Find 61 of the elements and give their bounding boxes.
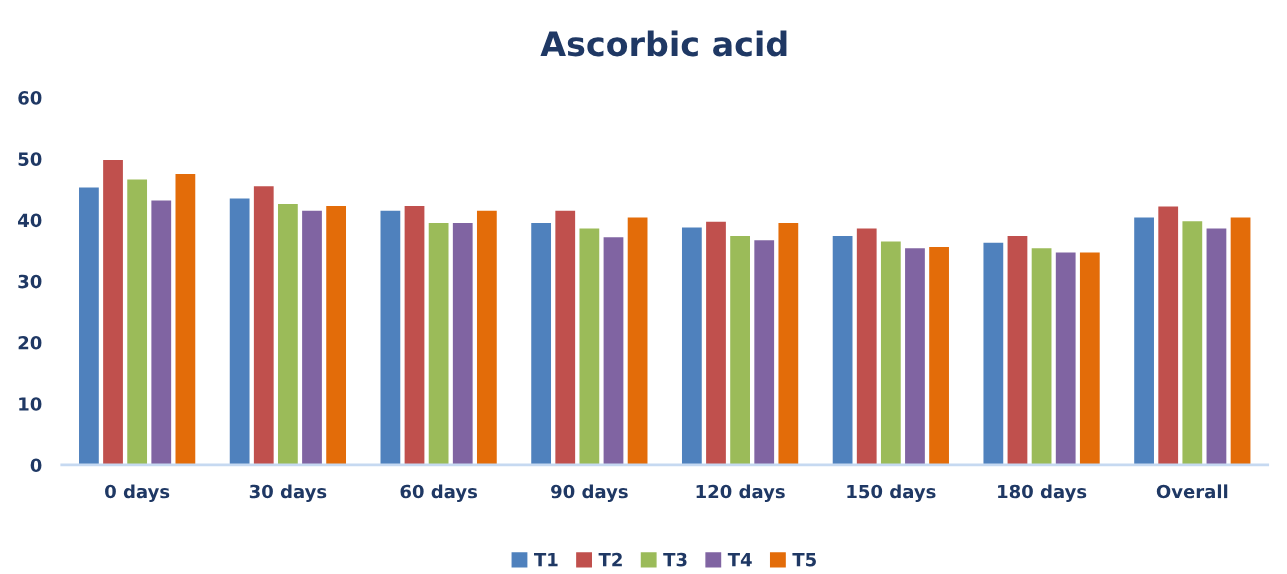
bar (428, 223, 449, 465)
bar (302, 210, 322, 465)
bar (1158, 206, 1179, 465)
bar (730, 235, 750, 465)
y-tick-label: 10 (19, 397, 42, 411)
y-tick-label: 40 (18, 213, 42, 228)
legend-label: T2 (598, 552, 622, 567)
bar (1230, 217, 1251, 465)
x-tick-label: 30 days (249, 484, 327, 502)
chart-title: Ascorbic acid (540, 30, 787, 57)
bar (404, 205, 425, 465)
bar (175, 174, 196, 465)
bar (1007, 235, 1028, 465)
x-tick-label: Overall (1156, 484, 1228, 499)
bar (380, 210, 401, 465)
x-tick-label: 150 days (847, 484, 936, 502)
bar (832, 235, 853, 465)
bar (555, 210, 576, 465)
x-tick-label: 0 days (105, 484, 170, 502)
bar (278, 204, 298, 465)
bar (706, 221, 726, 465)
y-tick-label: 0 (30, 458, 42, 473)
bar (754, 240, 775, 465)
bar (531, 223, 552, 465)
legend-label: T1 (534, 553, 558, 567)
bar (778, 223, 799, 465)
legend-label: T3 (663, 552, 687, 567)
x-tick-label: 120 days (696, 484, 785, 502)
bar (103, 160, 123, 465)
x-tick-label: 90 days (551, 484, 628, 502)
bar (1134, 217, 1154, 465)
bar (856, 228, 877, 465)
legend-label: T4 (727, 553, 752, 567)
bar (880, 241, 901, 465)
bar (603, 237, 624, 465)
bar (476, 210, 497, 465)
bar (627, 217, 648, 465)
bar (253, 186, 274, 465)
bar (1031, 248, 1052, 465)
bar (452, 223, 473, 465)
bar (983, 242, 1004, 465)
bar (229, 198, 250, 465)
bar (1055, 252, 1076, 465)
y-tick-label: 60 (18, 91, 42, 105)
bar (1079, 252, 1100, 465)
legend-label: T5 (792, 553, 816, 567)
bar (151, 200, 172, 465)
x-tick-label: 60 days (400, 484, 478, 502)
bar (79, 187, 99, 465)
bar (579, 228, 600, 465)
bar (1206, 228, 1227, 465)
bar (929, 246, 949, 465)
y-tick-label: 30 (18, 274, 42, 289)
bar (326, 205, 347, 465)
bar (1182, 221, 1203, 465)
bar (681, 227, 702, 465)
x-tick-label: 180 days (998, 484, 1087, 502)
bar (905, 248, 925, 465)
y-tick-label: 50 (18, 152, 42, 166)
bar (127, 179, 148, 465)
y-tick-label: 20 (18, 335, 42, 350)
